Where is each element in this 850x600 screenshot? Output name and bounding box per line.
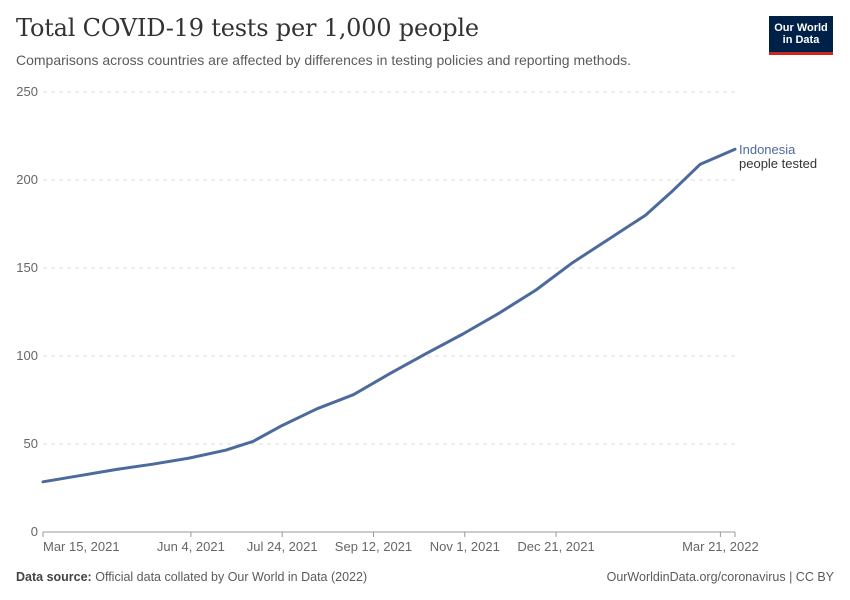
x-tick-label: Nov 1, 2021 bbox=[430, 539, 500, 554]
x-tick-label: Sep 12, 2021 bbox=[335, 539, 412, 554]
chart-title: Total COVID-19 tests per 1,000 people bbox=[16, 14, 479, 42]
x-tick-label: Jun 4, 2021 bbox=[157, 539, 225, 554]
logo-line-2: in Data bbox=[782, 34, 820, 46]
y-tick-label: 50 bbox=[24, 436, 38, 451]
credit-link[interactable]: OurWorldinData.org/coronavirus | CC BY bbox=[606, 570, 834, 584]
y-tick-label: 200 bbox=[16, 172, 38, 187]
x-tick-label: Mar 15, 2021 bbox=[43, 539, 120, 554]
y-tick-label: 150 bbox=[16, 260, 38, 275]
y-tick-label: 0 bbox=[31, 524, 38, 539]
x-tick-label: Dec 21, 2021 bbox=[517, 539, 594, 554]
y-tick-label: 250 bbox=[16, 84, 38, 99]
data-source-label: Data source: bbox=[16, 570, 92, 584]
logo-line-1: Our World bbox=[774, 22, 828, 34]
data-source: Data source: Official data collated by O… bbox=[16, 570, 367, 584]
x-tick-label: Mar 21, 2022 bbox=[682, 539, 759, 554]
data-source-text: Official data collated by Our World in D… bbox=[95, 570, 368, 584]
owid-logo[interactable]: Our World in Data bbox=[769, 16, 833, 55]
y-tick-label: 100 bbox=[16, 348, 38, 363]
series-label-annotation: people tested bbox=[739, 156, 817, 171]
series-line-indonesia bbox=[41, 147, 737, 484]
x-tick-label: Jul 24, 2021 bbox=[247, 539, 318, 554]
series-label-name: Indonesia bbox=[739, 142, 796, 157]
chart-subtitle: Comparisons across countries are affecte… bbox=[16, 52, 632, 68]
